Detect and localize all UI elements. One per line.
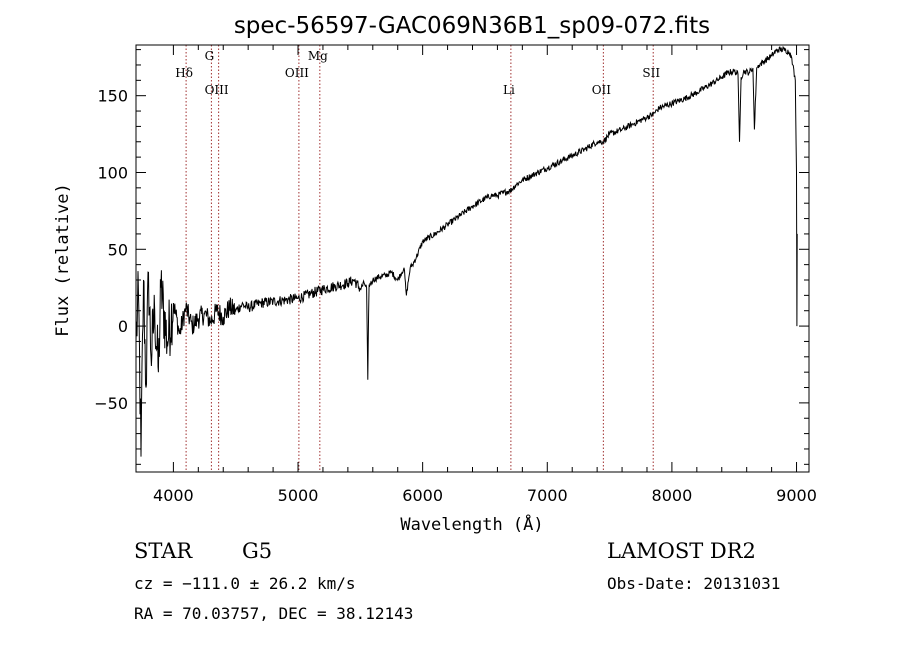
x-tick-label: 9000	[776, 486, 817, 505]
y-tick-label: 150	[97, 87, 128, 106]
spectral-line-label-2: OIII	[205, 83, 229, 97]
x-tick-label: 5000	[278, 486, 319, 505]
y-axis-label: Flux (relative)	[53, 183, 73, 337]
redshift-info: cz = −111.0 ± 26.2 km/s	[134, 574, 356, 593]
coordinates: RA = 70.03757, DEC = 38.12143	[134, 604, 414, 623]
spectral-line-label-4: Mg	[308, 49, 328, 63]
x-tick-label: 4000	[153, 486, 194, 505]
spectral-line-label-0: Hδ	[175, 66, 193, 80]
spectral-line-label-1: G	[205, 49, 215, 63]
spectral-line-label-3: OIII	[285, 66, 309, 80]
axis-ticks-layer: 4000 5000 6000 7000 8000 9000 −50 0 50 100 150	[94, 45, 817, 505]
x-tick-label: 6000	[402, 486, 443, 505]
plot-frame	[135, 44, 810, 473]
x-axis-label: Wavelength (Å)	[400, 513, 543, 535]
survey-name: LAMOST DR2	[607, 539, 756, 563]
obs-date: Obs-Date: 20131031	[607, 574, 781, 593]
spectral-lines-layer: Hδ G OIII OIII Mg Li OII SII	[175, 45, 660, 472]
object-class: STAR	[134, 539, 193, 563]
chart-title: spec-56597-GAC069N36B1_sp09-072.fits	[234, 13, 710, 39]
y-tick-label: 50	[108, 240, 128, 259]
x-tick-label: 7000	[527, 486, 568, 505]
y-tick-label: −50	[94, 394, 128, 413]
spectral-line-label-7: SII	[642, 66, 660, 80]
spectral-line-label-5: Li	[503, 83, 515, 97]
y-tick-label: 100	[97, 163, 128, 182]
spectral-line-label-6: OII	[592, 83, 612, 97]
spectrum-layer	[135, 45, 798, 457]
y-tick-label: 0	[118, 317, 128, 336]
spectrum-series-line	[135, 45, 798, 457]
x-tick-label: 8000	[652, 486, 693, 505]
object-subclass: G5	[242, 539, 273, 563]
